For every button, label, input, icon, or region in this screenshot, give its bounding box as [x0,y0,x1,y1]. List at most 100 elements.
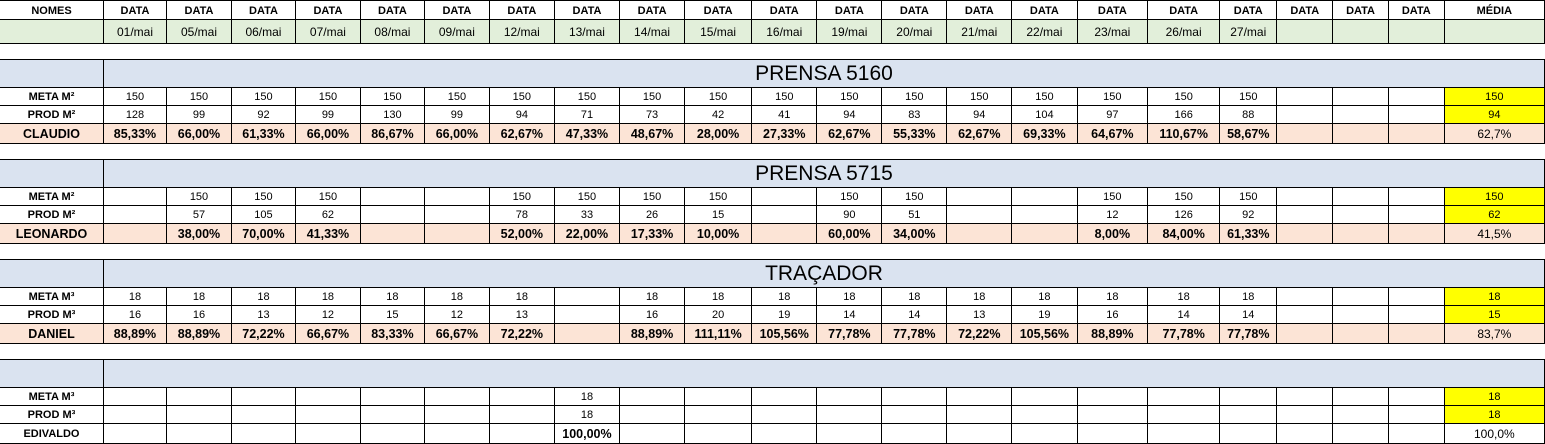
meta-cell[interactable] [166,387,232,406]
meta-cell[interactable]: 18 [359,287,425,306]
percent-cell[interactable]: 48,67% [619,123,686,144]
percent-cell[interactable] [1387,323,1445,344]
meta-cell[interactable]: 150 [553,187,621,206]
prod-cell[interactable] [1276,105,1334,124]
percent-cell[interactable]: 61,33% [1219,223,1278,244]
date-header[interactable]: DATA [946,0,1013,20]
date-header[interactable]: DATA [553,0,621,20]
meta-cell[interactable]: 150 [230,187,296,206]
percent-cell[interactable]: 88,89% [619,323,686,344]
section-title-name-cell[interactable] [0,259,104,288]
average-header[interactable]: MÉDIA [1443,0,1545,20]
meta-label[interactable]: META M² [0,187,104,206]
percent-cell[interactable]: 72,22% [488,323,555,344]
percent-cell[interactable]: 66,00% [294,123,361,144]
prod-cell[interactable] [816,405,883,424]
percent-cell[interactable]: 77,78% [1219,323,1278,344]
section-title[interactable]: TRAÇADOR [102,259,1545,288]
prod-cell[interactable]: 19 [751,305,818,324]
meta-cell[interactable]: 150 [619,87,686,106]
meta-cell[interactable]: 150 [423,87,490,106]
percent-cell[interactable] [881,423,948,444]
meta-cell[interactable] [619,387,686,406]
prod-cell[interactable] [1011,205,1078,224]
date-header[interactable]: DATA [1147,0,1221,20]
percent-cell[interactable]: 22,00% [553,223,621,244]
prod-cell[interactable]: 13 [946,305,1013,324]
percent-cell[interactable]: 58,67% [1219,123,1278,144]
date-header[interactable]: DATA [1332,0,1389,20]
percent-cell[interactable]: 47,33% [553,123,621,144]
prod-cell[interactable]: 16 [166,305,232,324]
percent-cell[interactable]: 66,00% [423,123,490,144]
prod-cell[interactable]: 105 [230,205,296,224]
percent-cell[interactable]: 64,67% [1076,123,1149,144]
meta-cell[interactable] [816,387,883,406]
prod-cell[interactable]: 33 [553,205,621,224]
percent-cell[interactable]: 72,22% [946,323,1013,344]
percent-cell[interactable]: 105,56% [1011,323,1078,344]
meta-cell[interactable] [1332,387,1389,406]
percent-cell[interactable]: 88,89% [166,323,232,344]
meta-cell[interactable]: 18 [619,287,686,306]
meta-cell[interactable] [294,387,361,406]
meta-cell[interactable]: 150 [166,87,232,106]
prod-cell[interactable]: 62 [294,205,361,224]
meta-cell[interactable] [1387,287,1445,306]
prod-cell[interactable] [359,405,425,424]
percent-cell[interactable] [1147,423,1221,444]
meta-cell[interactable]: 150 [230,87,296,106]
date-cell[interactable]: 21/mai [946,19,1013,44]
meta-cell[interactable] [1276,87,1334,106]
prod-cell[interactable]: 42 [684,105,753,124]
prod-average[interactable]: 94 [1443,105,1545,124]
date-cell[interactable]: 08/mai [359,19,425,44]
percent-cell[interactable]: 10,00% [684,223,753,244]
prod-cell[interactable]: 51 [881,205,948,224]
prod-label[interactable]: PROD M³ [0,405,104,424]
prod-cell[interactable] [1276,205,1334,224]
meta-cell[interactable]: 150 [881,87,948,106]
prod-cell[interactable]: 16 [102,305,168,324]
percent-cell[interactable] [230,423,296,444]
percent-cell[interactable]: 52,00% [488,223,555,244]
prod-cell[interactable]: 12 [1076,205,1149,224]
prod-cell[interactable]: 14 [1219,305,1278,324]
meta-cell[interactable] [488,387,555,406]
percent-cell[interactable] [423,423,490,444]
prod-cell[interactable]: 41 [751,105,818,124]
meta-cell[interactable] [1332,87,1389,106]
prod-cell[interactable]: 99 [423,105,490,124]
prod-cell[interactable] [1147,405,1221,424]
prod-cell[interactable] [1332,305,1389,324]
prod-cell[interactable]: 83 [881,105,948,124]
date-cell[interactable]: 16/mai [751,19,818,44]
dates-row-average-cell[interactable] [1443,19,1545,44]
prod-cell[interactable]: 99 [166,105,232,124]
prod-cell[interactable]: 15 [359,305,425,324]
prod-cell[interactable] [553,305,621,324]
meta-cell[interactable]: 150 [488,187,555,206]
meta-cell[interactable]: 18 [230,287,296,306]
date-cell[interactable]: 22/mai [1011,19,1078,44]
meta-cell[interactable] [1387,387,1445,406]
meta-cell[interactable]: 150 [946,87,1013,106]
prod-cell[interactable] [294,405,361,424]
date-header[interactable]: DATA [166,0,232,20]
percent-cell[interactable]: 111,11% [684,323,753,344]
meta-cell[interactable]: 18 [946,287,1013,306]
percent-cell[interactable] [359,423,425,444]
percent-average[interactable]: 62,7% [1443,123,1545,144]
date-header[interactable]: DATA [1276,0,1334,20]
meta-label[interactable]: META M³ [0,387,104,406]
operator-name[interactable]: DANIEL [0,323,104,344]
section-title[interactable] [102,359,1545,388]
meta-cell[interactable] [946,187,1013,206]
date-cell[interactable]: 26/mai [1147,19,1221,44]
percent-cell[interactable] [946,223,1013,244]
meta-cell[interactable]: 150 [553,87,621,106]
percent-cell[interactable] [1387,123,1445,144]
prod-cell[interactable] [423,405,490,424]
percent-cell[interactable]: 110,67% [1147,123,1221,144]
percent-cell[interactable]: 66,00% [166,123,232,144]
